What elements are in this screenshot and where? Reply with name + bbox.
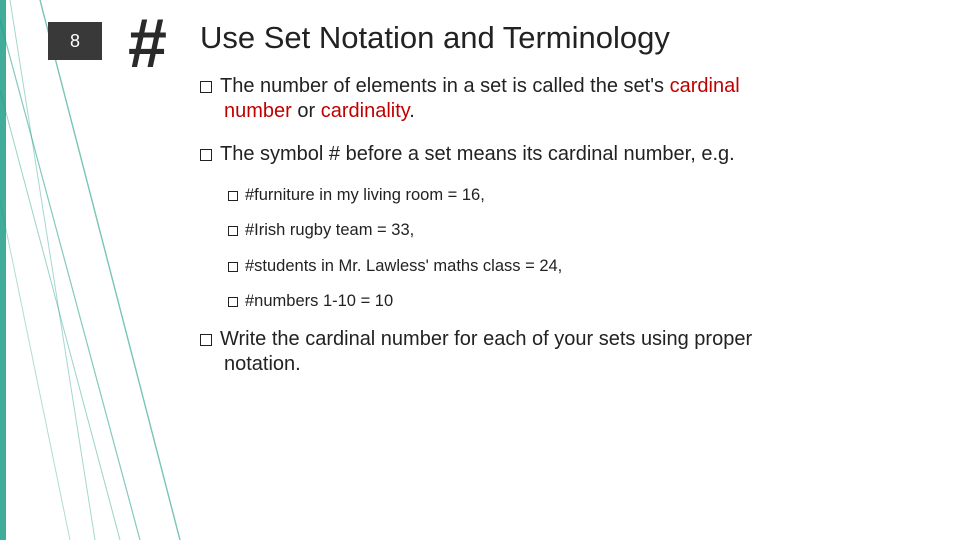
bullet-hash-symbol: The symbol # before a set means its card… xyxy=(200,142,930,167)
deco-line xyxy=(0,90,120,540)
bullet-icon xyxy=(200,149,212,161)
page-number: 8 xyxy=(70,31,80,52)
slide-title: Use Set Notation and Terminology xyxy=(200,20,930,56)
sub-bullet-numbers: #numbers 1-10 = 10 xyxy=(200,291,930,312)
deco-line xyxy=(0,200,70,540)
bullet-icon xyxy=(228,226,238,236)
bullet-icon xyxy=(228,297,238,307)
text-fragment: or xyxy=(292,100,321,122)
content-area: Use Set Notation and Terminology The num… xyxy=(200,20,930,395)
text-fragment: The symbol # before a set means its card… xyxy=(220,143,735,165)
text-fragment: Write the cardinal number for each of yo… xyxy=(220,328,752,350)
hash-icon: # xyxy=(128,8,167,78)
text-fragment: #students in Mr. Lawless' maths class = … xyxy=(245,257,562,275)
text-continuation: notation. xyxy=(200,352,930,377)
deco-vbar xyxy=(0,0,6,540)
text-fragment: #numbers 1-10 = 10 xyxy=(245,292,393,310)
deco-line xyxy=(0,20,140,540)
bullet-icon xyxy=(228,191,238,201)
bullet-icon xyxy=(200,81,212,93)
bullet-write-task: Write the cardinal number for each of yo… xyxy=(200,327,930,377)
text-red: number xyxy=(224,100,292,122)
sub-bullet-rugby: #Irish rugby team = 33, xyxy=(200,220,930,241)
page-number-badge: 8 xyxy=(48,22,102,60)
text-fragment: The number of elements in a set is calle… xyxy=(220,75,670,97)
sub-bullet-students: #students in Mr. Lawless' maths class = … xyxy=(200,256,930,277)
sub-bullet-furniture: #furniture in my living room = 16, xyxy=(200,185,930,206)
text-red: cardinal xyxy=(670,75,740,97)
text-fragment: #furniture in my living room = 16, xyxy=(245,186,485,204)
text-continuation: number or cardinality. xyxy=(200,99,930,124)
text-fragment: #Irish rugby team = 33, xyxy=(245,221,414,239)
text-fragment: . xyxy=(409,100,415,122)
bullet-icon xyxy=(200,334,212,346)
bullet-cardinal-def: The number of elements in a set is calle… xyxy=(200,74,930,124)
deco-line xyxy=(10,0,95,540)
text-red: cardinality xyxy=(321,100,410,122)
slide: 8 # Use Set Notation and Terminology The… xyxy=(0,0,960,540)
bullet-icon xyxy=(228,262,238,272)
decorative-lines xyxy=(0,0,220,540)
